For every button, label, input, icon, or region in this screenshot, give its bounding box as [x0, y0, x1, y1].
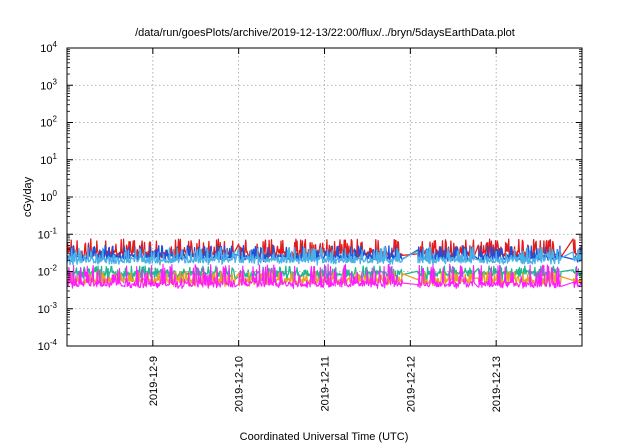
y-tick-label-base: 10: [38, 304, 50, 316]
x-tick-label: 2019-12-10: [234, 356, 246, 412]
x-tick-label: 2019-12-9: [148, 356, 160, 406]
y-tick-label-base: 10: [40, 80, 52, 92]
series-group: [66, 238, 583, 289]
y-tick-label: 104: [40, 40, 57, 55]
series-line-6: [66, 263, 583, 289]
y-tick-label-exp: -2: [50, 264, 58, 273]
y-tick-label-base: 10: [40, 118, 52, 130]
y-tick-label-base: 10: [38, 229, 50, 241]
x-tick-label: 2019-12-12: [405, 356, 417, 412]
y-tick-label: 10-3: [38, 301, 58, 316]
series-line-3: [66, 246, 583, 266]
y-tick-label: 102: [40, 115, 57, 130]
x-axis-label: Coordinated Universal Time (UTC): [240, 431, 409, 443]
y-tick-label-exp: -4: [50, 338, 58, 347]
y-tick-label-exp: -3: [50, 301, 58, 310]
y-tick-label-base: 10: [40, 43, 52, 55]
x-axis-ticks: 2019-12-9 2019-12-10 2019-12-11 2019-12-12 2…: [148, 48, 503, 412]
y-tick-label: 10-2: [38, 264, 58, 279]
y-tick-label: 10-1: [38, 226, 58, 241]
y-tick-label-exp: -1: [50, 226, 58, 235]
y-tick-label-exp: 2: [53, 115, 58, 124]
x-tick-label: 2019-12-13: [491, 356, 503, 412]
y-tick-label: 101: [40, 152, 57, 167]
y-tick-label-exp: 1: [53, 152, 58, 161]
y-tick-label-base: 10: [38, 341, 50, 353]
y-tick-label: 100: [40, 189, 57, 204]
y-tick-label-base: 10: [38, 267, 50, 279]
y-tick-label-base: 10: [40, 155, 52, 167]
chart-title: /data/run/goesPlots/archive/2019-12-13/2…: [135, 27, 515, 39]
grid-lines: [67, 48, 582, 346]
y-tick-label: 103: [40, 77, 57, 92]
x-tick-label: 2019-12-11: [320, 356, 332, 411]
y-tick-label-exp: 3: [53, 77, 58, 86]
y-tick-label-base: 10: [40, 192, 52, 204]
y-axis-label: cGy/day: [22, 176, 34, 217]
y-tick-label-exp: 0: [53, 189, 58, 198]
y-tick-label: 10-4: [38, 338, 58, 353]
y-tick-label-exp: 4: [53, 40, 58, 49]
